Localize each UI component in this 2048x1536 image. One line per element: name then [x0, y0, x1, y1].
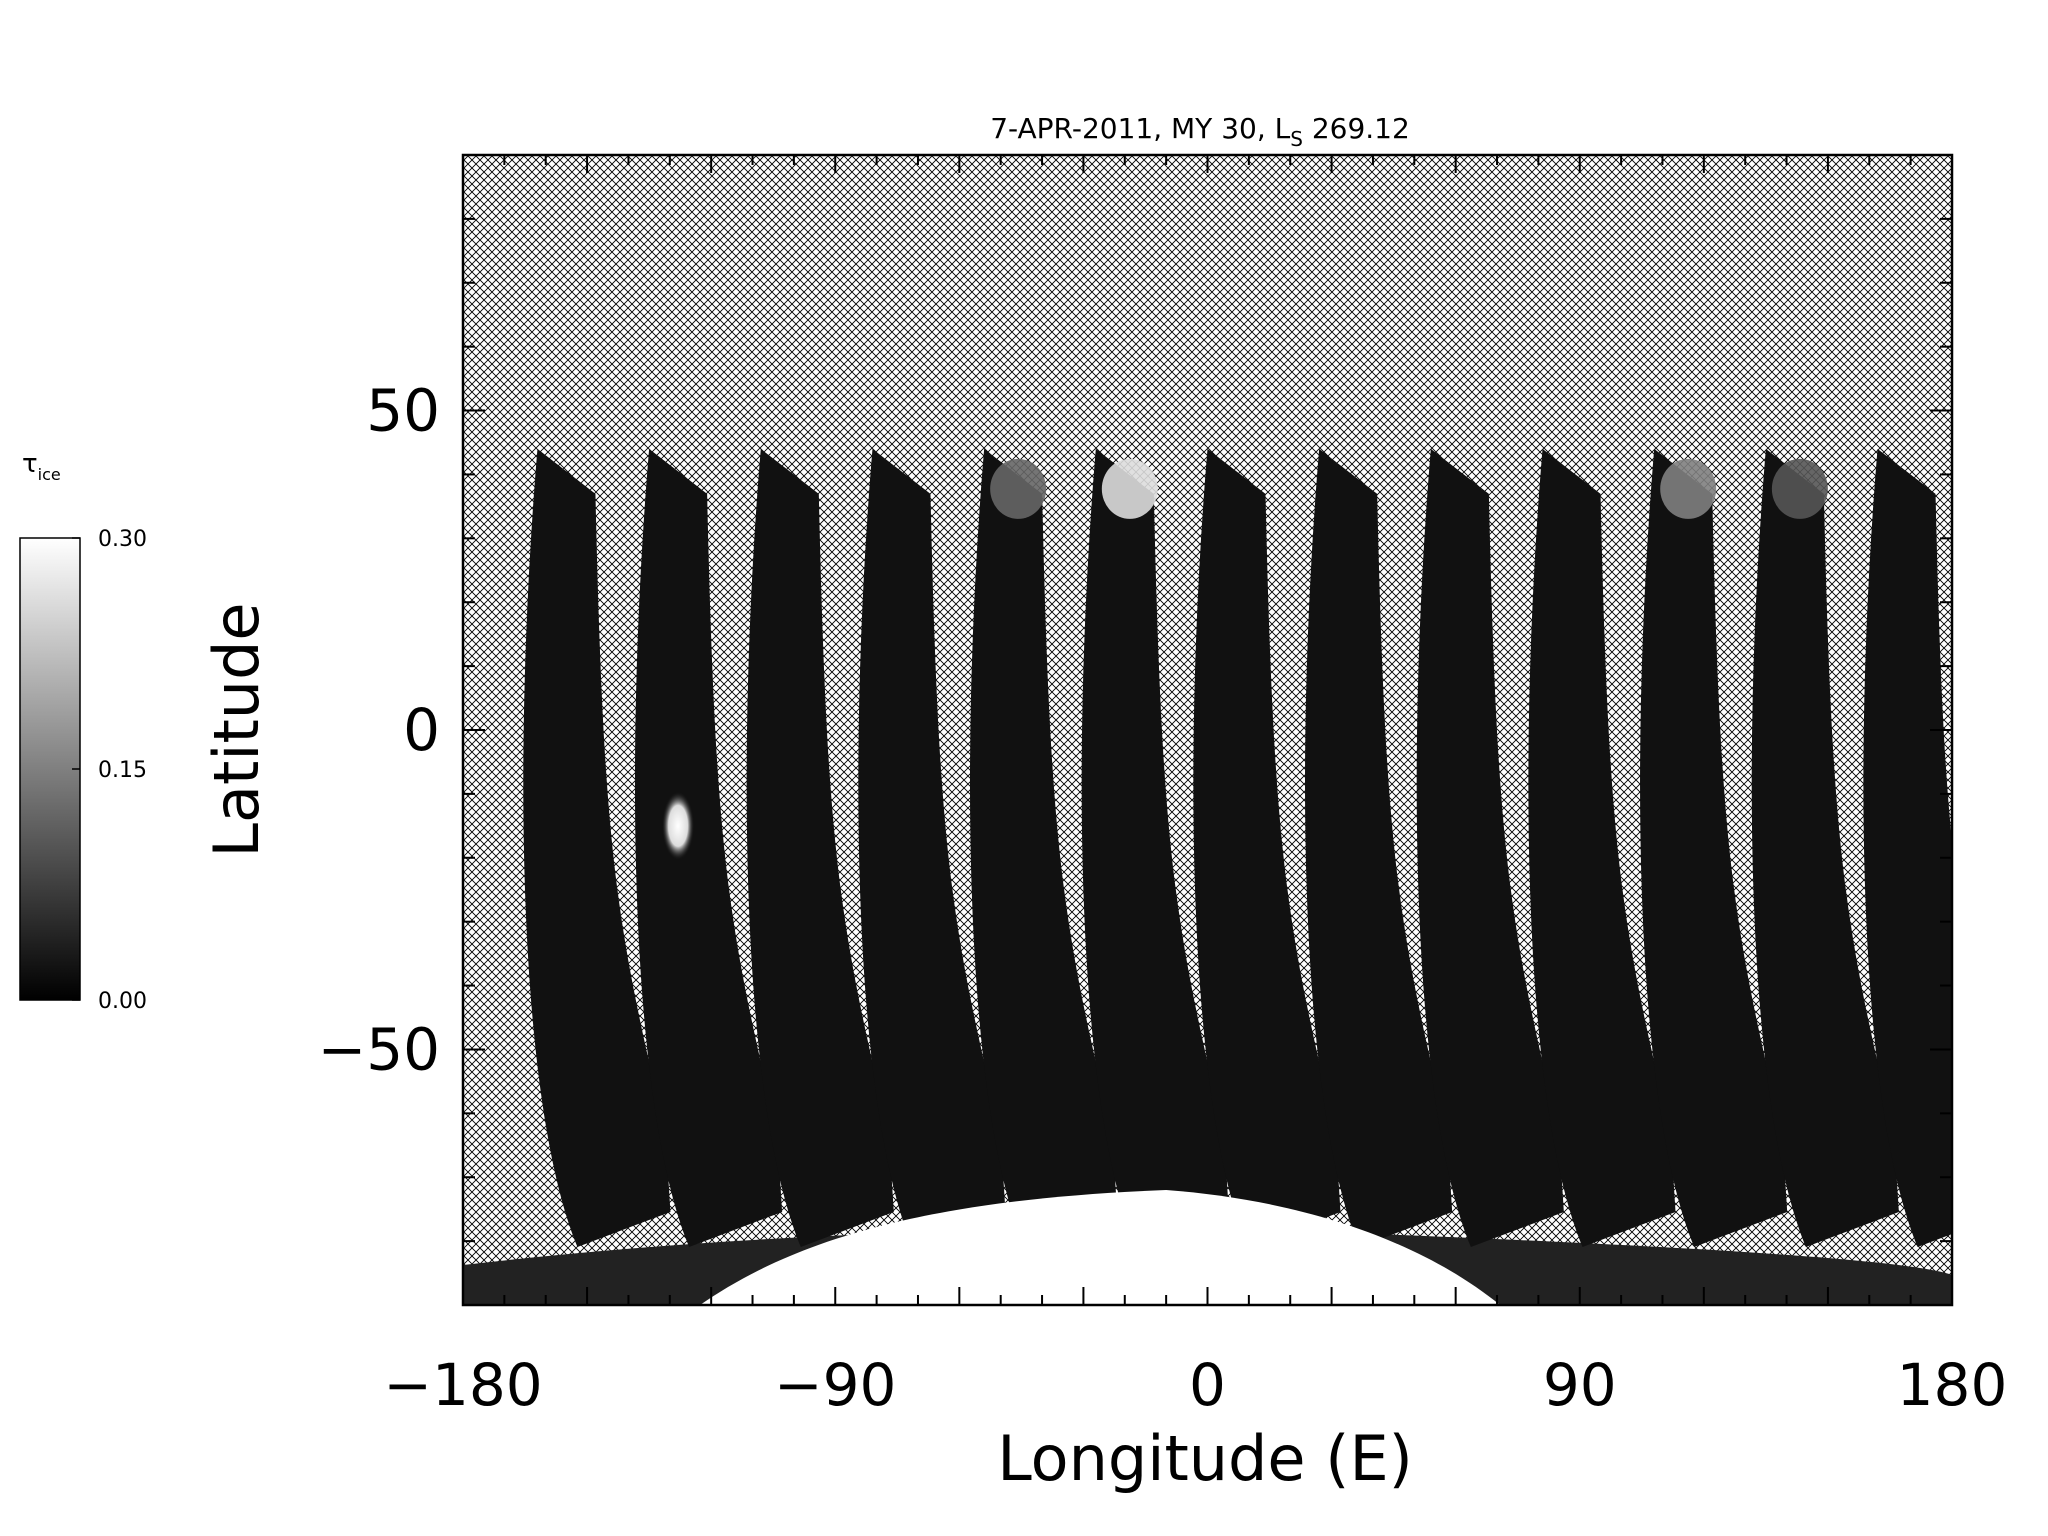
swath-body	[1193, 448, 1341, 1247]
swath-body	[746, 448, 894, 1247]
y-tick-label: −50	[318, 1015, 440, 1083]
colorbar-tick-label: 0.00	[98, 989, 147, 1014]
swath	[969, 448, 1118, 1247]
swath	[858, 448, 1006, 1247]
x-tick-label: 90	[1543, 1351, 1617, 1419]
swath	[1863, 448, 1952, 1247]
swath	[1193, 448, 1341, 1247]
swath-body	[1863, 448, 1952, 1247]
swath-body	[634, 448, 783, 1247]
swath	[1416, 448, 1564, 1247]
y-axis-label: Latitude	[200, 602, 273, 857]
swath-body	[523, 448, 671, 1247]
swath	[523, 448, 671, 1247]
swath	[746, 448, 894, 1247]
swath	[634, 448, 783, 1247]
swath-bright-top	[1771, 458, 1828, 519]
title-subscript: S	[1290, 127, 1303, 151]
colorbar-tick-label: 0.15	[98, 758, 147, 783]
x-tick-labels: −180 −90 0 90 180	[383, 1351, 2007, 1419]
swath	[1081, 448, 1229, 1247]
axis-ticks	[462, 154, 1953, 1306]
y-tick-label: 0	[403, 696, 440, 764]
swath	[1305, 448, 1453, 1247]
swath-bright-top	[1101, 458, 1158, 519]
swath-body	[1640, 448, 1788, 1247]
swath-body	[1751, 448, 1899, 1247]
x-tick-label: −180	[383, 1351, 542, 1419]
x-tick-label: −90	[774, 1351, 896, 1419]
colorbar-tick-label: 0.30	[98, 527, 147, 552]
colorbar: τice 0.30 0.15 0.00	[19, 449, 147, 1014]
x-tick-label: 180	[1897, 1351, 2008, 1419]
chart-title: 7-APR-2011, MY 30, LS 269.12	[990, 112, 1410, 151]
swath-body	[1528, 448, 1676, 1247]
y-tick-labels: 50 0 −50	[318, 377, 440, 1084]
swath-body	[969, 448, 1118, 1247]
colorbar-label: τice	[22, 449, 61, 484]
polar-cap-shape	[700, 1190, 1500, 1305]
colorbar-ticks: 0.30 0.15 0.00	[72, 527, 147, 1014]
swath	[1640, 448, 1788, 1247]
swath-bright-top	[1660, 458, 1717, 519]
title-suffix: 269.12	[1303, 112, 1410, 145]
x-tick-label: 0	[1189, 1351, 1226, 1419]
swath-group	[523, 448, 1952, 1247]
colorbar-gradient	[19, 537, 81, 1001]
colorbar-label-subscript: ice	[38, 465, 61, 484]
bright-cloud-feature	[662, 791, 695, 860]
swath	[1751, 448, 1899, 1247]
swath	[1528, 448, 1676, 1247]
swath-bright-top	[990, 458, 1047, 519]
swath-body	[858, 448, 1006, 1247]
plot-area	[463, 155, 1952, 1305]
x-axis-label: Longitude (E)	[997, 1422, 1413, 1495]
swath-body	[1416, 448, 1564, 1247]
polar-cap	[700, 1190, 1500, 1305]
swath-body	[1081, 448, 1229, 1247]
y-tick-label: 50	[366, 377, 440, 445]
swath-body	[1305, 448, 1453, 1247]
